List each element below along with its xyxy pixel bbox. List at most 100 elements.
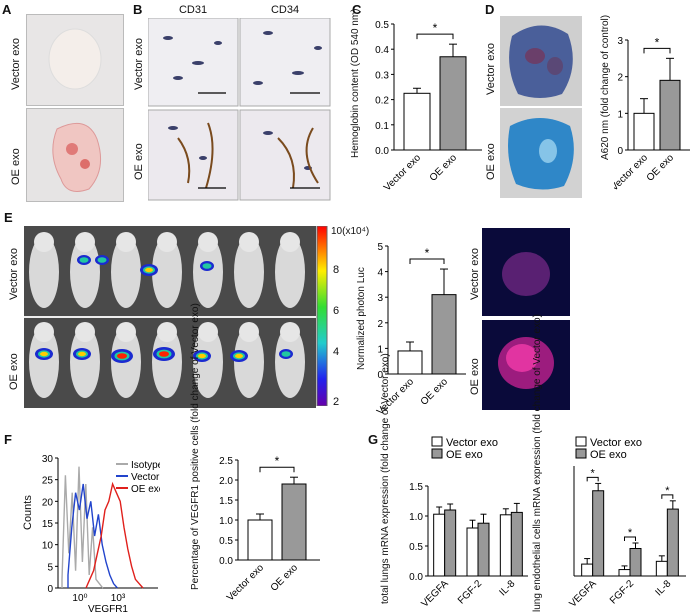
y-tick-label: 2.0: [219, 476, 233, 487]
colorbar-tick-4: 4: [333, 346, 340, 358]
mouse-head: [239, 232, 259, 252]
y-tick-label: 1.5: [219, 496, 233, 507]
y-tick-label: 0.0: [219, 556, 233, 567]
tissue-vector-illustration: [48, 28, 102, 90]
significance-star: *: [275, 454, 280, 468]
x-tick-label: FGF-2: [608, 578, 637, 607]
row-label-vector-a: Vector exo: [10, 38, 22, 90]
luminescence-oe-mid: [281, 351, 291, 357]
row-label-oe-a: OE exo: [10, 148, 22, 185]
y-tick-label: 0.1: [375, 121, 389, 132]
bar: [397, 350, 423, 375]
ylabel-f-bar: Percentage of VEGFR1 positive cells (fol…: [190, 303, 201, 590]
y-tick-label: 4: [377, 268, 383, 279]
significance-bracket: [643, 47, 671, 54]
colorbar-title: 10(x10⁴): [331, 226, 370, 237]
x-tick-label: OE exo: [645, 152, 677, 184]
legend-label: Isotype: [131, 460, 160, 471]
mouse-head: [280, 232, 300, 252]
x-tick-label: FGF-2: [456, 578, 485, 607]
mouse-head: [280, 322, 300, 342]
legend-label: OE exo: [131, 484, 160, 495]
luminescence-oe-core: [198, 353, 206, 359]
chart-c: 0.0 0.1 0.2 0.3 0.4 0.5 Vector exo OE exo *: [375, 20, 482, 194]
y-tick-label: 0.2: [375, 96, 389, 107]
y-tick-label: 0.5: [409, 542, 423, 553]
row-label-vector-e2: Vector exo: [469, 248, 481, 300]
mouse-head: [34, 232, 54, 252]
colorbar-tick-6: 6: [333, 305, 340, 317]
x-tick-label: 10³: [111, 593, 126, 604]
y-tick-label: 0.4: [375, 45, 389, 56]
bar: [466, 527, 479, 577]
x-tick-label: 10⁰: [72, 593, 87, 604]
mouse-body: [275, 326, 305, 398]
panel-label-g: G: [368, 432, 379, 447]
mouse-head: [157, 322, 177, 342]
legend-swatch: [431, 448, 443, 459]
mouse-head: [116, 322, 136, 342]
significance-star: *: [655, 35, 660, 49]
bar: [444, 509, 457, 577]
panel-label-a: A: [2, 2, 12, 17]
colorbar-tick-2: 2: [333, 396, 340, 408]
y-tick-label: 1.0: [409, 512, 423, 523]
significance-bracket: [409, 258, 445, 265]
panel-label-c: C: [352, 2, 362, 17]
mouse-body: [193, 236, 223, 308]
row-label-oe-e: OE exo: [8, 353, 20, 390]
tissue-oe-illustration: [52, 122, 102, 192]
mouse-body: [152, 236, 182, 308]
mouse-body: [275, 236, 305, 308]
panel-label-e: E: [4, 210, 13, 225]
chart-f-bar: 0.0 0.5 1.0 1.5 2.0 2.5 Vector exo OE exo *: [219, 454, 320, 604]
mouse-body: [234, 236, 264, 308]
photo-a-oe: [26, 108, 124, 202]
mouse-head: [198, 232, 218, 252]
y-tick-label: 0: [377, 370, 383, 381]
mouse-head: [116, 232, 136, 252]
y-tick-label: 2: [377, 319, 383, 330]
x-tick-label: Vector exo: [382, 152, 423, 193]
significance-bracket: [416, 33, 454, 40]
bar: [510, 511, 523, 577]
bar: [477, 522, 490, 577]
significance-star: *: [665, 485, 670, 497]
y-tick-label: 0: [617, 146, 623, 157]
significance-star: *: [433, 21, 438, 35]
bar: [618, 569, 631, 577]
row-label-vector-e: Vector exo: [8, 248, 20, 300]
bar: [499, 514, 512, 577]
bar: [431, 294, 457, 375]
bar: [281, 483, 307, 561]
luminescence-vector-core: [145, 267, 153, 273]
y-tick-label: 1.5: [409, 482, 423, 493]
y-tick-label: 5: [47, 562, 53, 573]
legend-label: OE exo: [446, 449, 483, 461]
mouse-body: [234, 326, 264, 398]
luminescence-vector-mid: [202, 263, 212, 269]
luminescence-vector-mid: [79, 257, 89, 263]
legend-label: Vector exo: [131, 472, 160, 483]
significance-star: *: [628, 527, 633, 539]
mouse-body: [70, 326, 100, 398]
row-label-oe-d: OE exo: [485, 143, 497, 180]
mice-imaging: [24, 226, 316, 408]
x-tick-label: VEGFA: [419, 578, 451, 610]
y-tick-label: 1.0: [219, 516, 233, 527]
mouse-head: [34, 322, 54, 342]
significance-bracket: [259, 466, 295, 473]
bar: [403, 92, 431, 151]
legend-swatch: [575, 448, 587, 459]
bar: [581, 563, 594, 577]
mouse-body: [29, 236, 59, 308]
histogram-vector: [67, 483, 118, 589]
luminescence-oe-core: [235, 353, 243, 359]
y-tick-label: 3: [377, 293, 383, 304]
luminescence-oe-core: [40, 351, 48, 357]
significance-bracket: [624, 536, 636, 541]
ylabel-e: Normalized photon Luc: [356, 267, 367, 370]
